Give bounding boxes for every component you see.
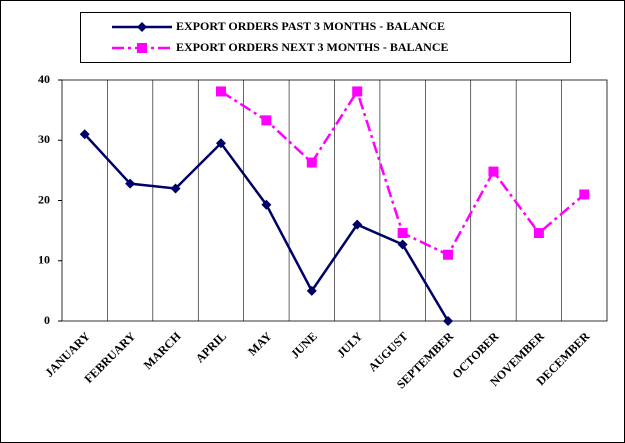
data-point [443, 316, 454, 326]
data-point [533, 228, 544, 239]
data-point [215, 138, 226, 149]
data-point [352, 86, 363, 97]
data-point [170, 183, 181, 194]
data-point [579, 189, 590, 200]
data-point [397, 239, 408, 250]
y-tick-label: 0 [44, 313, 50, 327]
data-point [488, 166, 499, 177]
data-point [397, 228, 408, 239]
data-point [306, 157, 317, 168]
data-point [306, 285, 317, 296]
legend-marker [137, 43, 147, 53]
legend-label: EXPORT ORDERS NEXT 3 MONTHS - BALANCE [176, 40, 449, 54]
data-point [125, 178, 136, 189]
data-point [261, 199, 272, 210]
legend-box [80, 12, 571, 63]
data-point [261, 115, 272, 126]
legend-label: EXPORT ORDERS PAST 3 MONTHS - BALANCE [176, 19, 445, 33]
y-tick-label: 10 [38, 253, 50, 267]
y-tick-label: 40 [38, 72, 50, 86]
data-point [215, 86, 226, 97]
data-point [79, 129, 90, 140]
legend-marker [137, 22, 147, 32]
y-tick-label: 30 [38, 132, 50, 146]
y-tick-label: 20 [38, 192, 50, 206]
data-point [352, 219, 363, 230]
data-point [443, 249, 454, 260]
